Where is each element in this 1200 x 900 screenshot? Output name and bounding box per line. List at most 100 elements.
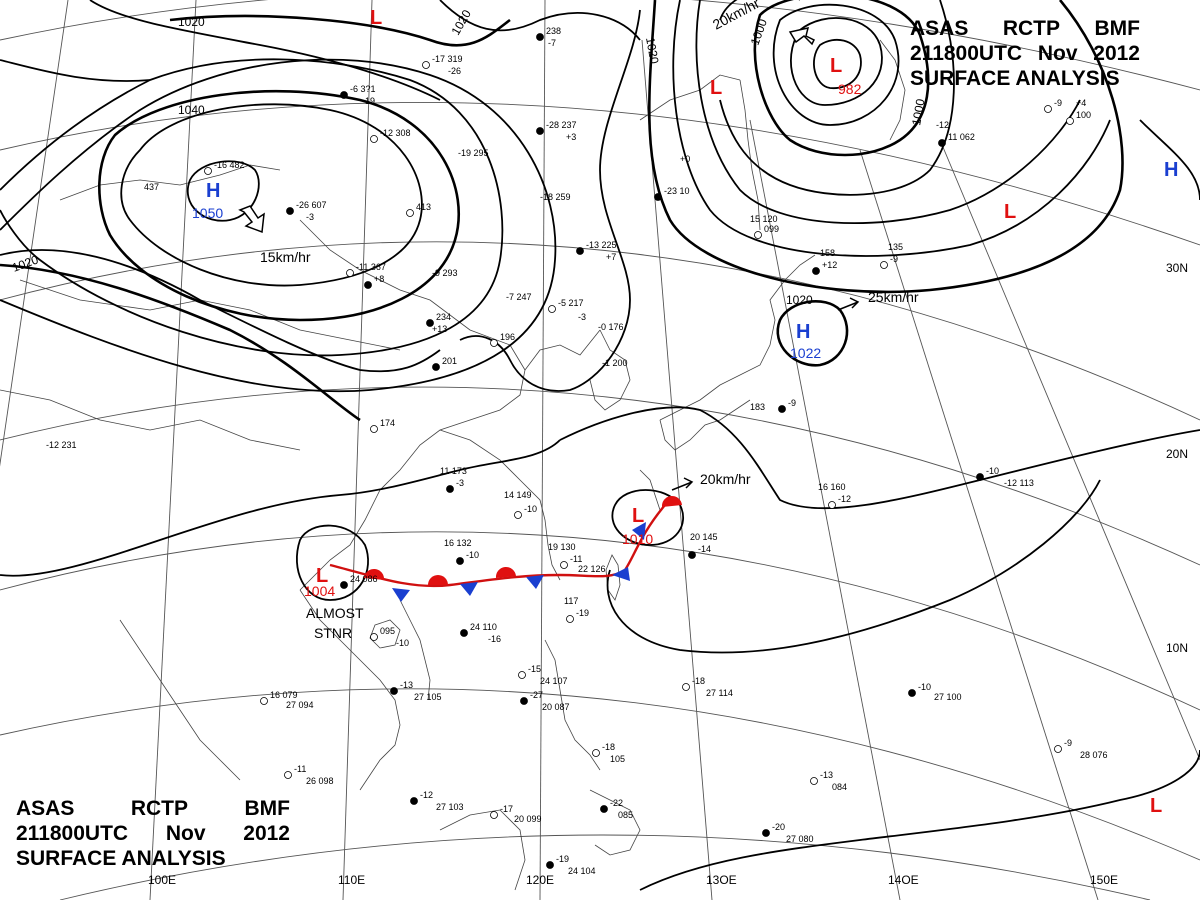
station-report-value: -0 176 <box>598 322 624 332</box>
title-word: Nov <box>1037 42 1078 65</box>
coastline-vietnam <box>399 599 431 701</box>
station-report-value: -17 319 <box>432 54 463 64</box>
front-label: ALMOST STNR <box>306 605 364 641</box>
station-report-value: 135 <box>888 242 903 252</box>
isobar-1000 <box>753 0 930 157</box>
station-circle-icon <box>456 557 464 565</box>
isobar-label: 1020 <box>10 252 40 274</box>
coastline-east-china <box>439 429 561 581</box>
station-circle-icon <box>908 689 916 697</box>
title-word: BMF <box>244 797 291 820</box>
station-circle-icon <box>754 231 762 239</box>
coastline-okhotsk <box>639 74 741 121</box>
station-circle-icon <box>260 697 268 705</box>
station-report-value: 11 173 <box>440 466 467 476</box>
latitude-label: 30N <box>1166 261 1188 275</box>
station-report-value: -20 <box>772 822 785 832</box>
longitude-label: 100E <box>148 873 176 887</box>
isobar-1020-north <box>0 263 361 422</box>
isobar-990 <box>790 17 883 106</box>
title-word: SURFACE ANALYSIS <box>16 847 226 870</box>
station-report-value: -17 <box>500 804 513 814</box>
hollow-arrow-icon <box>788 27 816 46</box>
coastline-japan-south <box>659 399 751 451</box>
station-circle-icon <box>490 811 498 819</box>
high-value: 1050 <box>192 205 223 221</box>
station-circle-icon <box>1066 117 1074 125</box>
high-marker: H <box>796 321 810 343</box>
isobar-label: 1020 <box>178 15 205 29</box>
station-report-value: 27 080 <box>786 834 814 844</box>
isobar-1010-south <box>0 439 561 577</box>
chart-title-bottom: ASAS RCTP BMF 211800UTC Nov 2012 SURFACE… <box>16 796 290 871</box>
station-circle-icon <box>938 139 946 147</box>
station-report-value: -15 <box>528 664 541 674</box>
longitude-label: 13OE <box>706 873 737 887</box>
station-circle-icon <box>828 501 836 509</box>
isobar-1015-arc <box>89 0 441 101</box>
meridian <box>149 0 197 900</box>
station-circle-icon <box>490 339 498 347</box>
coastline-taiwan <box>605 554 621 601</box>
motion-arrows <box>238 27 816 234</box>
coastline-korea <box>589 329 631 411</box>
station-report-value: 16 132 <box>444 538 472 548</box>
station-circle-icon <box>600 805 608 813</box>
low-marker: L <box>1150 795 1162 817</box>
station-report-value: 19 130 <box>548 542 576 552</box>
station-report-value: -12 <box>936 120 949 130</box>
station-report-value: -23 10 <box>664 186 690 196</box>
cold-front-tooth <box>526 575 544 589</box>
title-word: ASAS <box>16 797 75 820</box>
warm-front-bump <box>428 575 448 585</box>
coastline-north <box>59 164 281 201</box>
coastline-mongolia-border <box>19 279 401 351</box>
station-report-value: 27 103 <box>436 802 464 812</box>
station-report-value: -9 293 <box>432 268 458 278</box>
parallel <box>0 386 1200 566</box>
title-line: 211800UTC Nov 2012 <box>910 41 1140 66</box>
station-report-value: 14 149 <box>504 490 532 500</box>
isobar-1015-east <box>1139 119 1200 201</box>
station-circle-icon <box>410 797 418 805</box>
isobar-1040 <box>98 89 460 322</box>
isobar-995 <box>772 3 900 126</box>
low-marker: L <box>316 565 328 587</box>
title-word: SURFACE ANALYSIS <box>910 67 1120 90</box>
high-value: 1022 <box>790 345 821 361</box>
isobar-label: 1000 <box>909 97 927 126</box>
coastline-borneo <box>439 809 526 891</box>
isobar-1020-arc <box>169 14 511 47</box>
station-circle-icon <box>976 473 984 481</box>
station-circle-icon <box>654 193 662 201</box>
isobar-label: 1020 <box>643 36 661 65</box>
station-report-value: -18 <box>692 676 705 686</box>
station-report-value: -28 237 <box>546 120 577 130</box>
longitude-label: 14OE <box>888 873 919 887</box>
station-report-value: -16 482 <box>214 160 245 170</box>
meridian <box>539 0 546 900</box>
isobar-1010-east <box>639 749 1200 891</box>
station-circle-icon <box>340 91 348 99</box>
station-report-value: -19 295 <box>458 148 489 158</box>
title-word: Nov <box>165 822 206 845</box>
station-circle-icon <box>514 511 522 519</box>
front-line <box>329 504 666 588</box>
station-report-value: -12 113 <box>1004 478 1034 488</box>
station-report-value: -12 <box>420 790 433 800</box>
low-marker: L <box>1004 201 1016 223</box>
station-circle-icon <box>682 683 690 691</box>
station-report-value: +8 <box>374 274 384 284</box>
station-circle-icon <box>460 629 468 637</box>
coastline-china <box>299 219 526 591</box>
station-circle-icon <box>370 633 378 641</box>
latitude-label: 20N <box>1166 447 1188 461</box>
isobar-1030 <box>0 58 557 393</box>
front-label-line: ALMOST <box>306 605 364 621</box>
station-circle-icon <box>812 267 820 275</box>
station-circle-icon <box>536 127 544 135</box>
coastline-sakhalin <box>739 79 761 231</box>
station-report-value: -13 225 <box>586 240 617 250</box>
parallel <box>59 834 1151 900</box>
isobar-1005 <box>719 0 955 196</box>
